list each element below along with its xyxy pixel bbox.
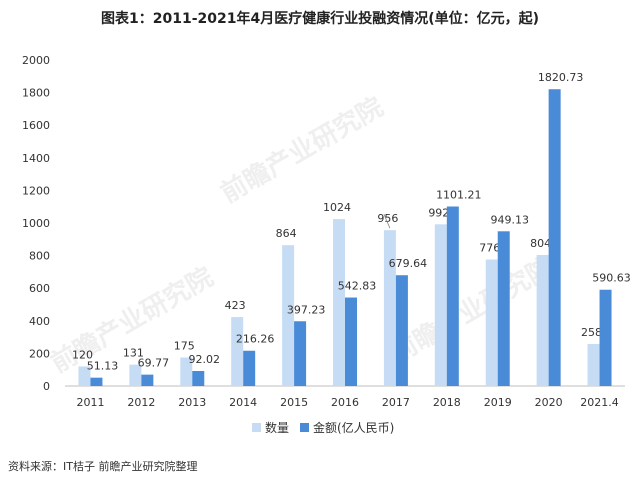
bar-count — [78, 366, 91, 386]
data-label-count: 1024 — [323, 201, 351, 214]
chart-title: 图表1：2011-2021年4月医疗健康行业投融资情况(单位：亿元，起) — [100, 11, 540, 27]
x-tick-label: 2015 — [280, 396, 308, 409]
x-tick-label: 2013 — [178, 396, 206, 409]
bar-amount — [294, 321, 307, 386]
bar-amount — [243, 350, 256, 386]
bar-count — [434, 224, 447, 386]
data-label-amount: 69.77 — [138, 357, 170, 370]
x-tick-label: 2016 — [331, 396, 359, 409]
y-tick-label: 200 — [29, 347, 50, 360]
y-tick-label: 1200 — [22, 184, 50, 197]
bar-count — [587, 343, 600, 386]
data-label-count: 776 — [479, 242, 500, 255]
data-label-amount: 1101.21 — [436, 189, 482, 202]
data-label-count: 956 — [377, 212, 398, 225]
bar-amount — [446, 206, 459, 386]
y-tick-label: 1000 — [22, 217, 50, 230]
legend-label: 金额(亿人民币) — [313, 420, 394, 435]
y-tick-label: 1400 — [22, 152, 50, 165]
x-tick-label: 2011 — [76, 396, 104, 409]
data-label-amount: 542.83 — [338, 280, 377, 293]
data-label-count: 804 — [530, 237, 551, 250]
data-label-amount: 92.02 — [189, 353, 221, 366]
legend-swatch — [252, 423, 261, 432]
x-tick-label: 2021.4 — [580, 396, 619, 409]
bar-amount — [345, 297, 357, 386]
x-tick-label: 2014 — [229, 396, 257, 409]
bar-count — [536, 254, 549, 386]
bar-amount — [599, 289, 612, 386]
x-tick-label: 2012 — [127, 396, 155, 409]
bar-count — [129, 364, 142, 386]
data-label-amount: 51.13 — [87, 360, 119, 373]
x-tick-label: 2019 — [484, 396, 512, 409]
legend-swatch — [300, 423, 309, 432]
x-tick-label: 2017 — [382, 396, 410, 409]
x-tick-label: 2018 — [433, 396, 461, 409]
y-tick-label: 600 — [29, 282, 50, 295]
data-label-amount: 679.64 — [389, 257, 428, 270]
bar-amount — [497, 231, 510, 386]
bar-count — [485, 259, 498, 386]
data-label-count: 131 — [123, 347, 144, 360]
y-tick-label: 1800 — [22, 87, 50, 100]
bar-count — [383, 230, 396, 386]
leader-line — [383, 214, 391, 229]
data-label-count: 423 — [225, 299, 246, 312]
data-label-count: 258 — [581, 326, 602, 339]
y-tick-label: 400 — [29, 315, 50, 328]
data-label-amount: 216.26 — [236, 333, 275, 346]
data-label-amount: 949.13 — [490, 213, 529, 226]
bar-count — [333, 219, 345, 386]
bar-amount — [192, 371, 205, 386]
data-label-count: 864 — [276, 227, 297, 240]
data-label-count: 992 — [428, 206, 449, 219]
bar-chart: 0 200 400 600 800 1000 1200 1400 1600 1800 2000 120… — [22, 54, 631, 435]
y-tick-label: 2000 — [22, 54, 50, 67]
y-tick-label: 0 — [43, 380, 50, 393]
source-note: 资料来源：IT桔子 前瞻产业研究院整理 — [8, 460, 198, 473]
data-label-count: 175 — [174, 339, 195, 352]
legend-label: 数量 — [265, 420, 289, 435]
bar-count — [180, 357, 193, 386]
bar-amount — [90, 377, 103, 386]
data-label-amount: 1820.73 — [538, 71, 584, 84]
data-label-count: 120 — [72, 348, 93, 361]
data-label-amount: 590.63 — [592, 272, 631, 285]
bar-count — [282, 245, 295, 386]
data-label-amount: 397.23 — [287, 303, 326, 316]
bar-amount — [141, 374, 154, 386]
y-tick-label: 1600 — [22, 119, 50, 132]
y-tick-label: 800 — [29, 250, 50, 263]
bar-amount — [395, 275, 408, 386]
bar-amount — [548, 89, 561, 386]
x-tick-label: 2020 — [535, 396, 563, 409]
bar-count — [231, 317, 244, 386]
